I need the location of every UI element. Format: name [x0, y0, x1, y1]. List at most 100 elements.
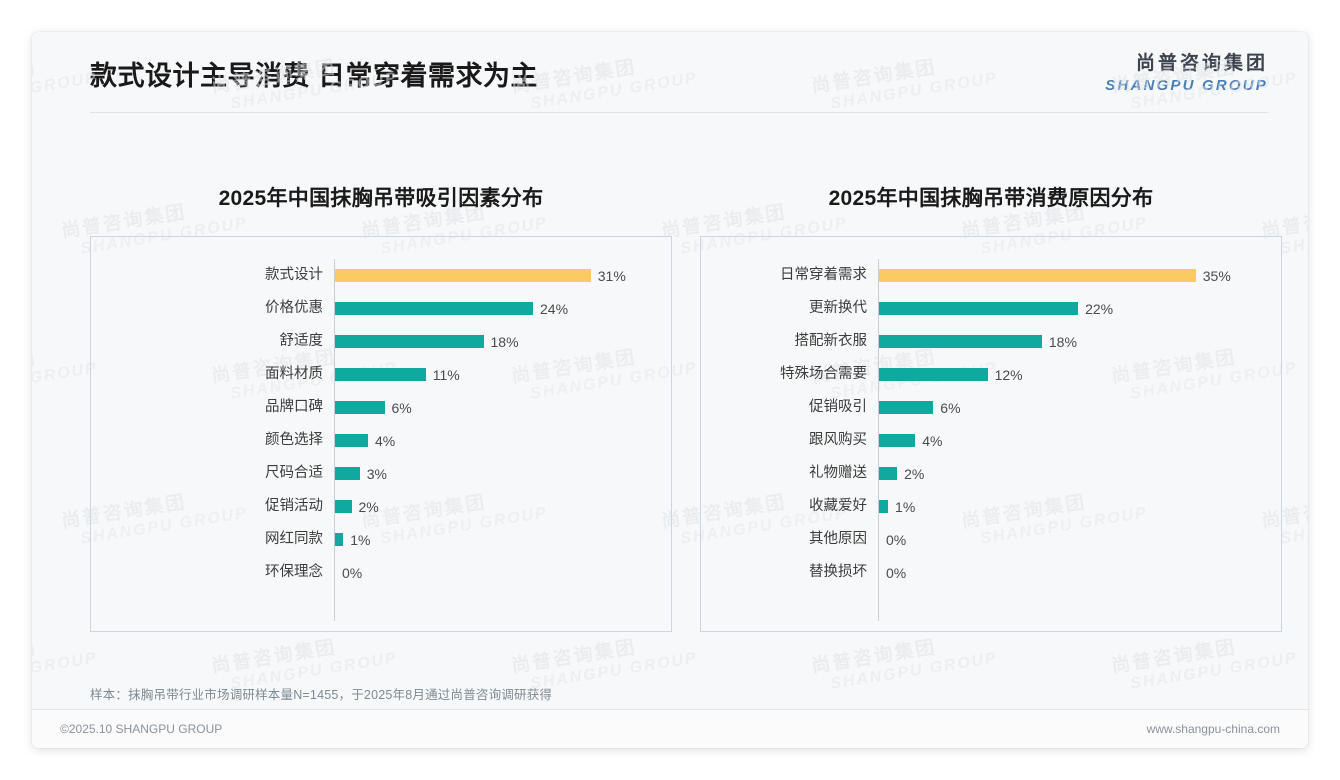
bar-category-label: 特殊场合需要 — [780, 366, 867, 382]
bar-segment — [879, 302, 1079, 315]
bar-track: 2% — [879, 457, 1277, 490]
chart-block-consumption-reasons: 2025年中国抹胸吊带消费原因分布 日常穿着需求 35% 更新换代 22% 搭配新衣服 1… — [700, 182, 1282, 632]
bar-value-label: 0% — [886, 531, 907, 548]
chart-axis-line-left — [334, 259, 335, 621]
bar-row: 品牌口碑 6% — [91, 391, 671, 424]
bar-row: 替换损坏 0% — [701, 556, 1281, 589]
bar-row: 环保理念 0% — [91, 556, 671, 589]
bar-segment — [879, 269, 1196, 282]
footer-divider — [32, 709, 1308, 710]
bar-category-label: 搭配新衣服 — [794, 333, 868, 349]
bar-row: 尺码合适 3% — [91, 457, 671, 490]
bar-row: 其他原因 0% — [701, 523, 1281, 556]
bar-category-label: 更新换代 — [809, 300, 867, 316]
bar-track: 11% — [335, 358, 667, 391]
bar-value-label: 3% — [366, 465, 387, 482]
bar-value-label: 6% — [940, 399, 961, 416]
logo-english-text: SHANGPU GROUP — [1105, 77, 1268, 94]
bar-track: 0% — [335, 556, 667, 589]
bar-segment — [335, 335, 484, 348]
bar-track: 1% — [879, 490, 1277, 523]
bar-track: 0% — [879, 556, 1277, 589]
bar-value-label: 2% — [358, 498, 379, 515]
copyright-text: ©2025.10 SHANGPU GROUP — [60, 722, 223, 736]
bar-segment — [879, 401, 934, 414]
bar-row: 颜色选择 4% — [91, 424, 671, 457]
bar-row: 收藏爱好 1% — [701, 490, 1281, 523]
bar-row: 促销活动 2% — [91, 490, 671, 523]
bar-category-label: 款式设计 — [265, 267, 323, 283]
bar-segment — [879, 335, 1042, 348]
bar-value-label: 18% — [490, 333, 519, 350]
bar-row: 特殊场合需要 12% — [701, 358, 1281, 391]
bar-segment — [879, 368, 988, 381]
slide-footer: ©2025.10 SHANGPU GROUP www.shangpu-china… — [32, 710, 1308, 748]
website-link[interactable]: www.shangpu-china.com — [1146, 722, 1280, 736]
bar-track: 12% — [879, 358, 1277, 391]
bar-category-label: 价格优惠 — [265, 300, 323, 316]
bar-segment — [335, 533, 344, 546]
slide-header: 款式设计主导消费 日常穿着需求为主 尚普咨询集团 SHANGPU GROUP — [32, 32, 1308, 120]
bar-category-label: 礼物赠送 — [809, 465, 867, 481]
bar-value-label: 12% — [994, 366, 1023, 383]
bar-row: 舒适度 18% — [91, 325, 671, 358]
bar-row: 搭配新衣服 18% — [701, 325, 1281, 358]
bar-value-label: 6% — [391, 399, 412, 416]
bar-value-label: 35% — [1202, 267, 1231, 284]
bar-row: 网红同款 1% — [91, 523, 671, 556]
bar-row: 跟风购买 4% — [701, 424, 1281, 457]
bar-segment — [335, 401, 385, 414]
bar-row: 款式设计 31% — [91, 259, 671, 292]
bar-value-label: 22% — [1085, 300, 1114, 317]
bar-segment — [879, 434, 916, 447]
bar-track: 24% — [335, 292, 667, 325]
bar-segment — [335, 467, 360, 480]
bar-value-label: 4% — [922, 432, 943, 449]
bar-value-label: 24% — [540, 300, 569, 317]
bar-category-label: 网红同款 — [265, 531, 323, 547]
bar-value-label: 31% — [597, 267, 626, 284]
bar-row: 更新换代 22% — [701, 292, 1281, 325]
header-divider — [90, 112, 1268, 113]
bar-category-label: 环保理念 — [265, 564, 323, 580]
brand-logo: 尚普咨询集团 SHANGPU GROUP — [1105, 54, 1268, 93]
bar-rows-right: 日常穿着需求 35% 更新换代 22% 搭配新衣服 18% 特殊场合需要 12% 促销吸引 6% 跟… — [701, 259, 1281, 589]
logo-chinese-text: 尚普咨询集团 — [1135, 53, 1268, 74]
bar-category-label: 颜色选择 — [265, 432, 323, 448]
bar-segment — [335, 434, 368, 447]
bar-category-label: 收藏爱好 — [809, 498, 867, 514]
bar-row: 价格优惠 24% — [91, 292, 671, 325]
bar-track: 18% — [879, 325, 1277, 358]
bar-value-label: 0% — [886, 564, 907, 581]
chart-title-right: 2025年中国抹胸吊带消费原因分布 — [828, 187, 1154, 210]
bar-segment — [335, 302, 533, 315]
slide-canvas: 款式设计主导消费 日常穿着需求为主 尚普咨询集团 SHANGPU GROUP 尚… — [32, 32, 1308, 748]
chart-card-left: 款式设计 31% 价格优惠 24% 舒适度 18% 面料材质 11% 品牌口碑 6% 颜色选择 4% 尺… — [90, 236, 672, 632]
bar-value-label: 2% — [904, 465, 925, 482]
bar-row: 面料材质 11% — [91, 358, 671, 391]
bar-track: 3% — [335, 457, 667, 490]
bar-category-label: 其他原因 — [809, 531, 867, 547]
bar-value-label: 18% — [1048, 333, 1077, 350]
bar-track: 1% — [335, 523, 667, 556]
bar-track: 2% — [335, 490, 667, 523]
bar-category-label: 舒适度 — [279, 333, 324, 349]
bar-category-label: 跟风购买 — [809, 432, 867, 448]
bar-category-label: 品牌口碑 — [265, 399, 323, 415]
bar-category-label: 替换损坏 — [809, 564, 867, 580]
bar-track: 31% — [335, 259, 667, 292]
chart-axis-line-right — [878, 259, 879, 621]
bar-track: 6% — [879, 391, 1277, 424]
bar-rows-left: 款式设计 31% 价格优惠 24% 舒适度 18% 面料材质 11% 品牌口碑 6% 颜色选择 4% 尺… — [91, 259, 671, 589]
bar-value-label: 0% — [342, 564, 363, 581]
bar-category-label: 促销吸引 — [809, 399, 867, 415]
bar-category-label: 尺码合适 — [265, 465, 323, 481]
chart-block-attraction-factors: 2025年中国抹胸吊带吸引因素分布 款式设计 31% 价格优惠 24% 舒适度 18% 面料… — [90, 182, 672, 632]
bar-value-label: 4% — [375, 432, 396, 449]
bar-row: 日常穿着需求 35% — [701, 259, 1281, 292]
bar-track: 0% — [879, 523, 1277, 556]
bar-value-label: 1% — [350, 531, 371, 548]
bar-row: 促销吸引 6% — [701, 391, 1281, 424]
bar-track: 22% — [879, 292, 1277, 325]
